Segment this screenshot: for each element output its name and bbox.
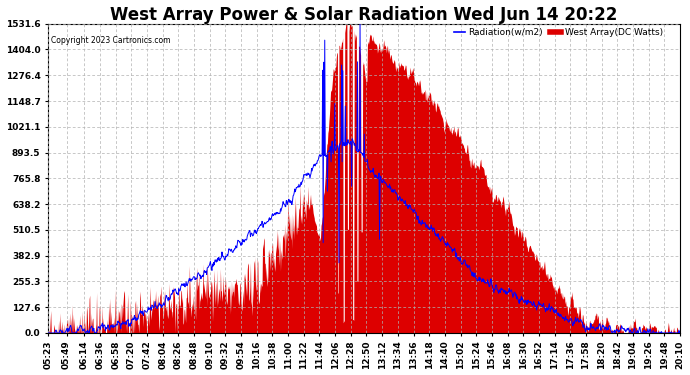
Text: Copyright 2023 Cartronics.com: Copyright 2023 Cartronics.com xyxy=(51,36,170,45)
Legend: Radiation(w/m2), West Array(DC Watts): Radiation(w/m2), West Array(DC Watts) xyxy=(454,28,663,37)
Title: West Array Power & Solar Radiation Wed Jun 14 20:22: West Array Power & Solar Radiation Wed J… xyxy=(110,6,618,24)
